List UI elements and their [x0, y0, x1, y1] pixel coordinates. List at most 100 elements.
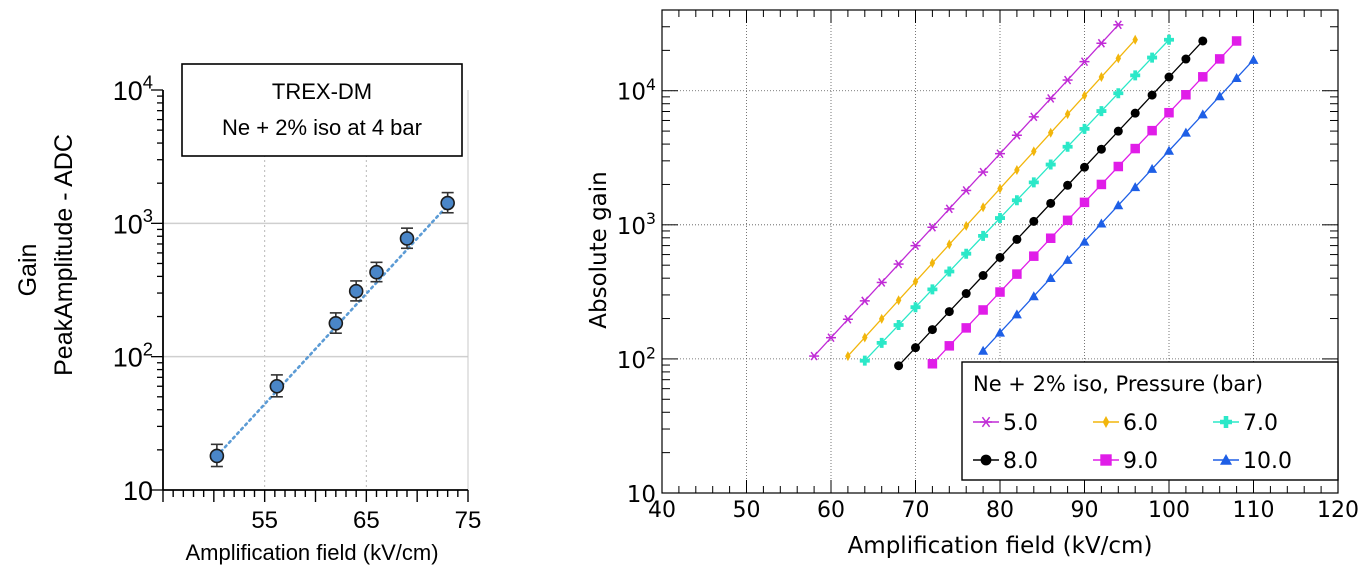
right-series-marker	[910, 302, 921, 313]
right-series-marker	[859, 355, 870, 366]
right-y-tick-label: 10	[627, 482, 656, 508]
right-series-marker	[1081, 90, 1088, 101]
right-x-tick-label: 80	[986, 498, 1014, 523]
left-point-marker	[399, 231, 415, 246]
right-legend-marker-stroke	[981, 416, 991, 428]
right-series-marker	[1113, 20, 1124, 30]
right-y-tick-label: 102	[617, 343, 656, 374]
right-series-marker	[1214, 91, 1225, 101]
right-series-marker	[1181, 90, 1191, 100]
left-x-axis-label: Amplification field (kV/cm)	[185, 540, 438, 565]
left-legend-box	[181, 63, 463, 157]
right-series-marker	[1012, 234, 1022, 244]
right-series-marker	[842, 314, 853, 324]
right-series-marker	[845, 351, 851, 362]
right-series-marker	[980, 202, 986, 213]
right-series-group	[809, 20, 1259, 371]
right-series-marker	[1130, 143, 1140, 154]
right-series-marker	[910, 241, 921, 251]
right-series-marker	[1062, 215, 1073, 226]
left-point-marker	[269, 378, 285, 394]
right-series-line	[847, 39, 1136, 357]
right-series-marker	[961, 186, 972, 195]
right-series-marker	[1012, 269, 1022, 279]
right-legend-marker	[1220, 416, 1232, 428]
right-series-marker	[1011, 130, 1022, 140]
left-data-point	[328, 312, 344, 334]
left-y-tick-label-base: 10	[123, 476, 153, 506]
right-series-marker	[1062, 75, 1073, 85]
right-series-marker	[1063, 180, 1073, 190]
right-series-marker	[1130, 182, 1141, 192]
right-legend-item-10.0: 10.0	[1213, 449, 1292, 474]
right-legend-label: 6.0	[1123, 411, 1158, 436]
left-y-tick-label-exp: 4	[143, 72, 153, 93]
left-y-tick-label-base: 10	[113, 76, 143, 106]
right-series-marker	[1147, 125, 1157, 136]
right-series-marker-stroke	[878, 278, 886, 287]
right-series-marker	[1079, 236, 1090, 246]
right-x-tick-label: 60	[817, 498, 845, 523]
right-series-marker	[961, 289, 971, 299]
left-x-tick-label: 65	[353, 507, 380, 534]
right-series-6.0	[845, 34, 1138, 362]
right-legend-marker	[980, 416, 992, 428]
right-series-marker	[1113, 126, 1123, 136]
right-series-marker-stroke	[827, 333, 835, 343]
left-point-marker	[369, 264, 384, 280]
right-series-marker	[978, 305, 988, 315]
right-series-marker	[961, 323, 971, 333]
right-series-marker	[1198, 72, 1208, 82]
right-series-marker	[978, 345, 989, 355]
right-series-marker	[1045, 273, 1056, 283]
right-series-marker	[1096, 179, 1107, 190]
right-series-7.0	[859, 34, 1174, 366]
right-x-axis-label: Amplification field (kV/cm)	[848, 533, 1153, 559]
right-series-marker-stroke	[810, 351, 818, 361]
right-series-marker	[1045, 93, 1056, 103]
right-legend-label: 7.0	[1243, 411, 1278, 436]
right-legend-item-6.0: 6.0	[1093, 411, 1158, 436]
right-legend-label: 9.0	[1123, 449, 1158, 474]
right-x-tick-label: 40	[648, 498, 676, 523]
right-series-marker	[995, 327, 1005, 337]
right-x-tick-label: 50	[733, 498, 761, 523]
right-x-tick-label: 120	[1317, 498, 1359, 523]
right-series-marker-stroke	[945, 204, 953, 214]
right-series-marker-stroke	[911, 241, 920, 251]
right-series-marker	[1062, 254, 1073, 264]
right-series-marker	[1029, 216, 1039, 226]
right-series-marker	[826, 333, 836, 343]
right-series-marker-stroke	[861, 296, 869, 306]
right-series-marker-stroke	[962, 186, 970, 195]
right-series-marker	[1079, 197, 1090, 208]
right-series-marker	[876, 278, 887, 287]
right-x-tick-label: 110	[1233, 498, 1275, 523]
left-y-tick-label: 104	[113, 72, 153, 106]
right-series-marker	[927, 325, 937, 335]
right-series-marker	[1113, 161, 1124, 172]
right-series-marker	[1079, 57, 1090, 67]
right-series-marker	[1164, 72, 1174, 82]
right-series-marker	[1080, 162, 1089, 172]
right-series-8.0	[894, 36, 1208, 371]
right-series-marker	[1011, 195, 1022, 206]
right-series-marker	[1231, 36, 1242, 46]
right-series-marker	[1096, 38, 1107, 48]
right-series-marker	[859, 296, 870, 306]
right-series-marker	[1028, 177, 1039, 188]
right-series-marker	[946, 239, 953, 250]
right-series-marker	[944, 341, 955, 351]
right-series-marker	[894, 361, 904, 371]
right-series-marker	[1028, 291, 1039, 301]
right-series-marker	[978, 230, 989, 241]
right-series-marker	[862, 332, 868, 343]
right-series-marker-stroke	[844, 314, 852, 324]
left-x-tick-label: 75	[455, 507, 482, 534]
right-legend-items: 5.0 6.0 7.0 8.0 9.0 10.0	[973, 411, 1292, 474]
right-series-marker	[995, 252, 1005, 262]
right-series-marker	[1231, 73, 1242, 83]
right-legend-item-5.0: 5.0	[973, 411, 1038, 436]
right-series-marker	[1096, 218, 1107, 228]
